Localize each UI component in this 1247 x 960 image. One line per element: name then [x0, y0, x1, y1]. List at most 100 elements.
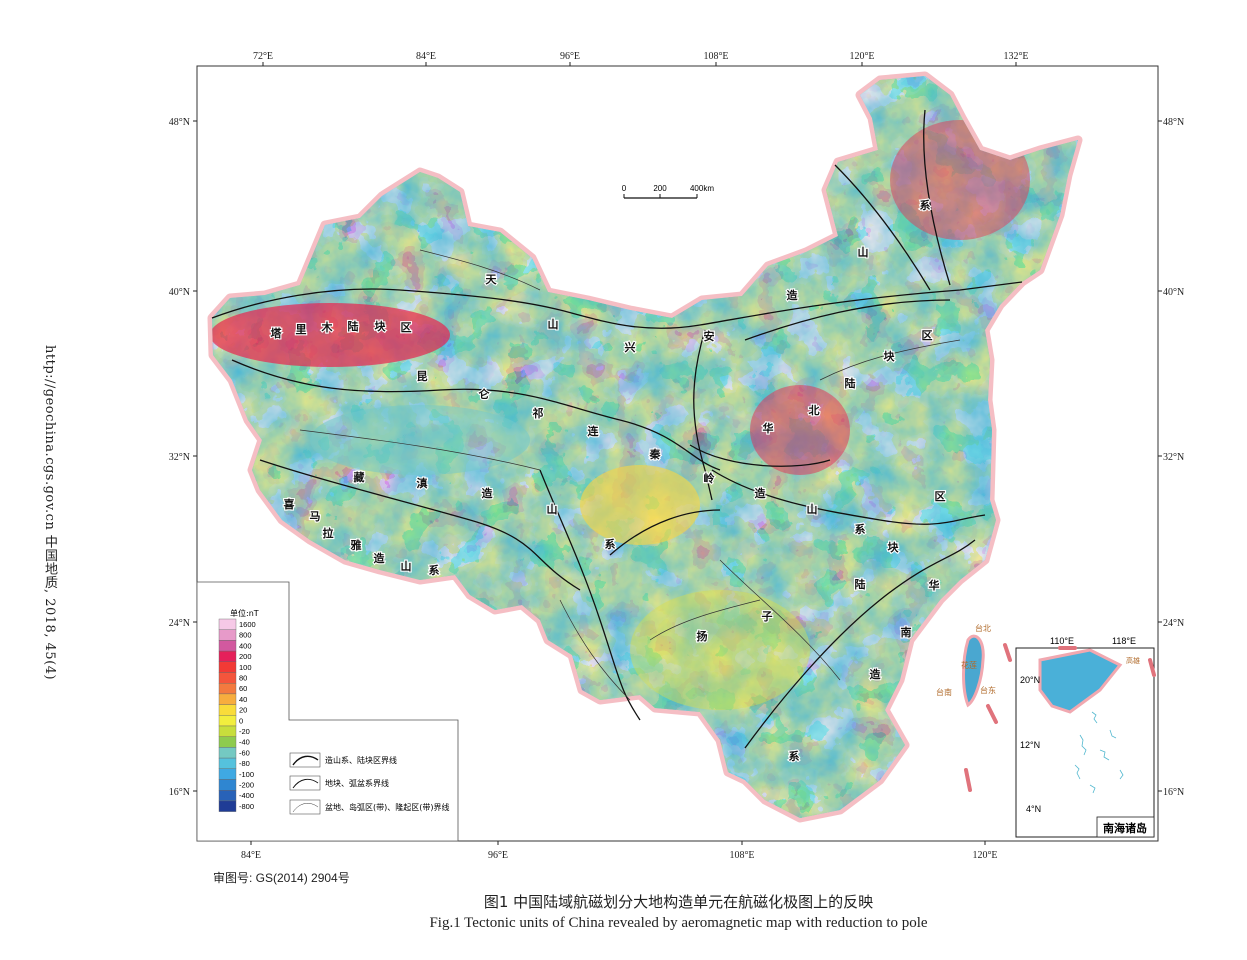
legend-label: 20 [239, 706, 247, 715]
tectonic-label-char: 北 [809, 403, 820, 417]
tectonic-label-char: 系 [920, 198, 931, 212]
tectonic-label-char: 山 [547, 502, 558, 516]
anomaly-ne [890, 120, 1030, 240]
coord-label: 48°N [1163, 117, 1184, 128]
coord-label: 108°E [703, 51, 728, 62]
taiwan-island: 台北 花莲 台南 台东 [936, 623, 996, 708]
caption-chinese: 图1 中国陆域航磁划分大地构造单元在航磁化极图上的反映 [483, 893, 874, 911]
legend-swatch [218, 800, 237, 812]
tectonic-label-char: 区 [401, 321, 412, 334]
legend-label: 40 [239, 695, 247, 704]
tectonic-label-char: 陆 [855, 577, 866, 591]
tectonic-label-char: 安 [704, 329, 715, 343]
inset-lat-20: 20°N [1020, 675, 1040, 685]
taiwan-hualien: 花莲 [961, 660, 977, 670]
coord-label: 40°N [169, 287, 190, 298]
coord-label: 24°N [1163, 618, 1184, 629]
tectonic-boundaries [211, 109, 1023, 749]
legend-title: 单位:nT [230, 608, 259, 618]
tectonic-label-char: 造 [482, 486, 494, 500]
tectonic-label-char: 拉 [323, 526, 334, 540]
secondary-boundaries [299, 249, 961, 701]
legend-label: 800 [239, 631, 252, 640]
anomaly-yangtze-low [580, 465, 700, 545]
coord-label: 72°E [253, 51, 273, 62]
scale-tick-200: 200 [653, 184, 667, 193]
legend-swatch [218, 672, 237, 684]
legend-swatch [218, 640, 237, 652]
legend-swatch [218, 747, 237, 759]
tectonic-label-char: 藏 [354, 470, 365, 484]
tectonic-label-char: 系 [789, 749, 800, 763]
tectonic-label-char: 块 [375, 319, 387, 333]
tectonic-labels: 塔里木陆块区天山兴安昆仑祁连秦岭造山系藏 滇造山系喜马拉雅造山 系华北陆块区造山系块… [269, 197, 946, 764]
legend-swatch [218, 704, 237, 716]
anomaly-qinghai [310, 405, 530, 475]
coord-label: 96°E [560, 51, 580, 62]
scale-tick-400: 400km [690, 184, 714, 193]
tectonic-label-char: 岭 [704, 471, 715, 485]
legend-label: -100 [239, 770, 254, 779]
tectonic-label-char: 塔 [271, 326, 283, 340]
inset-title: 南海诸岛 [1103, 821, 1147, 835]
coord-label: 48°N [169, 117, 190, 128]
legend-label: -40 [239, 738, 250, 747]
tectonic-label-char: 连 [588, 424, 600, 438]
tectonic-label-char: 里 [296, 323, 307, 336]
tectonic-label-char: 南 [901, 625, 912, 639]
tectonic-label-char: 造 [870, 667, 882, 681]
tectonic-label-char: 造 [787, 288, 799, 302]
tectonic-label-char: 山 [807, 502, 818, 516]
tectonic-label-char: 块 [884, 349, 896, 363]
legend-swatch [218, 683, 237, 695]
tectonic-label-char: 昆 [417, 370, 428, 383]
legend-swatch [218, 790, 237, 802]
tectonic-label-char: 系 [429, 563, 440, 577]
coord-label: 84°E [241, 850, 261, 861]
legend-swatch [218, 661, 237, 673]
coord-label: 32°N [1163, 452, 1184, 463]
legend-swatch [218, 715, 237, 727]
line-legend-2: 地块、弧盆系界线 [325, 778, 389, 788]
coord-label: 108°E [729, 850, 754, 861]
tectonic-label-char: 木 [321, 320, 334, 334]
legend-swatch [218, 693, 237, 705]
legend-label: -20 [239, 727, 250, 736]
legend-swatch [218, 779, 237, 791]
tectonic-label-char: 天 [486, 273, 498, 286]
map-approval-number: 审图号: GS(2014) 2904号 [213, 871, 350, 885]
coord-label: 24°N [169, 618, 190, 629]
legend-label: -60 [239, 748, 250, 757]
inset-lon-110: 110°E [1050, 636, 1074, 646]
legend-swatch [218, 768, 237, 780]
legend-label: 100 [239, 663, 252, 672]
tectonic-label-char: 子 [762, 610, 773, 623]
tectonic-label-char: 陆 [845, 376, 856, 390]
tectonic-label-char: 秦 [649, 447, 662, 461]
legend-swatch [218, 618, 237, 630]
tectonic-label-char: 华 [929, 578, 940, 592]
inset-place-kaohsiung: 高雄 [1126, 656, 1140, 665]
coordinate-labels: 72°E 84°E 96°E 108°E 120°E 132°E 84°E 96°E 108°E… [169, 51, 1184, 861]
tectonic-label-char: 造 [755, 486, 767, 500]
map-frame [196, 65, 1159, 842]
coord-label: 96°E [488, 850, 508, 861]
tectonic-label-char: 华 [763, 421, 774, 435]
tectonic-label-char: 块 [888, 540, 900, 554]
tectonic-label-char: 陆 [348, 319, 359, 333]
tectonic-label-char: 山 [401, 559, 412, 573]
tectonic-label-char: 扬 [697, 629, 708, 643]
tectonic-label-char: 山 [548, 317, 559, 331]
anomaly-south [630, 590, 810, 710]
legend-label: 80 [239, 674, 247, 683]
caption-english: Fig.1 Tectonic units of China revealed b… [429, 915, 928, 931]
tectonic-label-char: 系 [855, 522, 866, 536]
tectonic-label-char: 仑 [479, 387, 491, 401]
tectonic-label-char: 兴 [625, 340, 636, 354]
inset-lat-12: 12°N [1020, 740, 1040, 750]
side-url: http://geochina.cgs.gov.cn 中国地质, 2018, 4… [42, 345, 57, 681]
legend-swatch [218, 757, 237, 769]
inset-islands [1074, 711, 1124, 794]
anomaly-north-china [750, 385, 850, 475]
